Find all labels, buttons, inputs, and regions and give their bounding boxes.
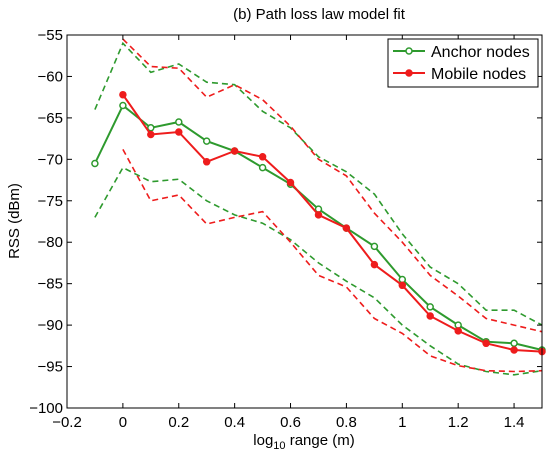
y-tick-label: −60: [38, 68, 63, 85]
mobile-data-point: [314, 211, 323, 219]
anchor-data-point: [202, 137, 211, 145]
x-tick-label: 0.4: [224, 414, 245, 431]
x-tick-label: 1.2: [448, 414, 469, 431]
x-axis-label: log10 range (m): [253, 432, 354, 452]
mobile-data-point: [286, 178, 295, 187]
x-tick-label: 0.2: [168, 414, 189, 431]
anchor-data-point: [370, 242, 379, 251]
anchor-data-point: [119, 101, 127, 110]
anchor-data-point: [426, 303, 434, 311]
x-tick-label: 1: [398, 414, 406, 431]
legend-box: [387, 38, 539, 88]
legend-mobile-marker: [405, 69, 413, 77]
y-tick-label: −100: [29, 400, 63, 417]
legend-anchor-marker: [405, 47, 413, 55]
anchor-data-point: [258, 163, 267, 172]
x-axis-label-subscript: 10: [273, 440, 285, 452]
y-axis-label: RSS (dBm): [6, 183, 23, 259]
x-tick-label: 1.4: [504, 414, 525, 431]
mobile-data-point: [482, 339, 490, 348]
y-tick-label: −90: [38, 317, 63, 334]
legend-anchor-label: Anchor nodes: [431, 44, 530, 61]
legend-mobile-label: Mobile nodes: [431, 66, 526, 83]
y-tick-label: −75: [38, 193, 63, 210]
mobile-series-line: [122, 94, 543, 353]
mobile-lower-bound-line: [122, 149, 543, 373]
mobile-data-point: [342, 224, 351, 232]
x-axis-label-prefix: log: [253, 432, 273, 449]
mobile-data-point: [175, 128, 183, 136]
chart-title: (b) Path loss law model fit: [233, 6, 406, 23]
y-tick-label: −70: [38, 151, 63, 168]
anchor-data-point: [175, 118, 183, 126]
mobile-data-point: [454, 327, 462, 335]
mobile-data-point: [258, 153, 267, 161]
mobile-data-point: [202, 158, 211, 166]
mobile-data-point: [426, 312, 434, 320]
anchor-data-point: [91, 159, 99, 168]
y-axis: −100 −95 −90 −85 −80 −75 −70 −65 −60 −55: [29, 27, 542, 417]
mobile-data-point: [119, 90, 127, 99]
anchor-upper-bound-line: [94, 41, 543, 326]
x-tick-label: 0: [119, 414, 127, 431]
mobile-data-point: [370, 260, 379, 269]
y-tick-label: −55: [38, 27, 63, 44]
legend: Anchor nodes Mobile nodes: [387, 38, 539, 88]
x-axis-label-suffix: range (m): [286, 432, 355, 449]
x-tick-label: 0.6: [280, 414, 301, 431]
x-tick-label: −0.2: [52, 414, 82, 431]
mobile-data-point: [398, 281, 407, 290]
x-axis: −0.2 0 0.2 0.4 0.6 0.8 1 1.2 1.4: [52, 35, 524, 431]
y-tick-label: −95: [38, 359, 63, 376]
y-tick-label: −80: [38, 234, 63, 251]
mobile-data-point: [510, 346, 518, 354]
mobile-data-point: [230, 147, 239, 155]
mobile-data-point: [147, 130, 155, 139]
confidence-bands: [94, 38, 543, 376]
anchor-lower-bound-line: [94, 166, 543, 376]
anchor-data-point: [510, 339, 518, 348]
plot-area-frame: [66, 34, 543, 409]
y-tick-label: −85: [38, 276, 63, 293]
x-tick-label: 0.8: [336, 414, 357, 431]
y-tick-label: −65: [38, 110, 63, 127]
